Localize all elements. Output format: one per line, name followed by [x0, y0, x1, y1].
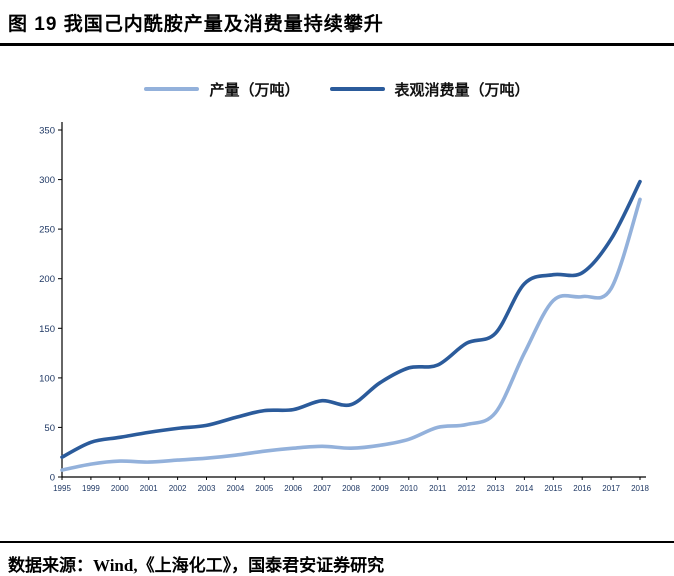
y-tick-label: 350 — [39, 126, 55, 137]
data-source: 数据来源：Wind,《上海化工》，国泰君安证券研究 — [8, 556, 385, 575]
x-tick-label: 2013 — [487, 484, 505, 493]
x-tick-label: 2005 — [255, 484, 273, 493]
legend-label-production: 产量（万吨） — [209, 81, 300, 99]
x-tick-label: 2016 — [573, 484, 591, 493]
chart-legend: 产量（万吨） 表观消费量（万吨） — [0, 78, 674, 100]
x-tick-label: 2018 — [631, 484, 649, 493]
legend-item-consumption: 表观消费量（万吨） — [329, 79, 530, 100]
x-tick-label: 2002 — [169, 484, 187, 493]
x-tick-label: 2010 — [400, 484, 418, 493]
y-tick-label: 100 — [39, 373, 55, 384]
y-tick-label: 300 — [39, 175, 55, 186]
figure-header: 图 19 我国己内酰胺产量及消费量持续攀升 — [0, 0, 674, 46]
x-tick-label: 2001 — [140, 484, 158, 493]
x-tick-label: 2017 — [602, 484, 620, 493]
figure-footer: 数据来源：Wind,《上海化工》，国泰君安证券研究 — [0, 541, 674, 576]
x-tick-label: 2012 — [458, 484, 476, 493]
x-tick-label: 2008 — [342, 484, 360, 493]
production-series-line — [60, 197, 642, 472]
y-tick-label: 150 — [39, 324, 55, 335]
y-tick-label: 0 — [50, 473, 55, 484]
x-tick-label: 2009 — [371, 484, 389, 493]
consumption-line-swatch — [329, 87, 385, 91]
y-tick-label: 50 — [44, 423, 55, 434]
figure-title: 图 19 我国己内酰胺产量及消费量持续攀升 — [8, 14, 384, 35]
x-tick-label: 1999 — [82, 484, 100, 493]
x-tick-label: 1995 — [53, 484, 71, 493]
y-tick-label: 200 — [39, 274, 55, 285]
x-tick-label: 2004 — [227, 484, 245, 493]
x-tick-label: 2006 — [284, 484, 302, 493]
legend-label-consumption: 表观消费量（万吨） — [394, 81, 530, 99]
x-tick-label: 2014 — [516, 484, 534, 493]
production-line-swatch — [144, 87, 200, 91]
legend-item-production: 产量（万吨） — [144, 79, 300, 100]
x-tick-label: 2015 — [544, 484, 562, 493]
x-tick-label: 2000 — [111, 484, 129, 493]
x-tick-label: 2011 — [429, 484, 447, 493]
chart-canvas: 0 50 100 150 200 250 300 350 1995 1999 2000 2001 200… — [39, 122, 649, 493]
consumption-series-line — [60, 179, 642, 459]
x-tick-label: 2007 — [313, 484, 331, 493]
line-chart: 0 50 100 150 200 250 300 350 1995 1999 2000 2001 200… — [0, 104, 674, 514]
y-tick-label: 250 — [39, 225, 55, 236]
x-tick-label: 2003 — [198, 484, 216, 493]
